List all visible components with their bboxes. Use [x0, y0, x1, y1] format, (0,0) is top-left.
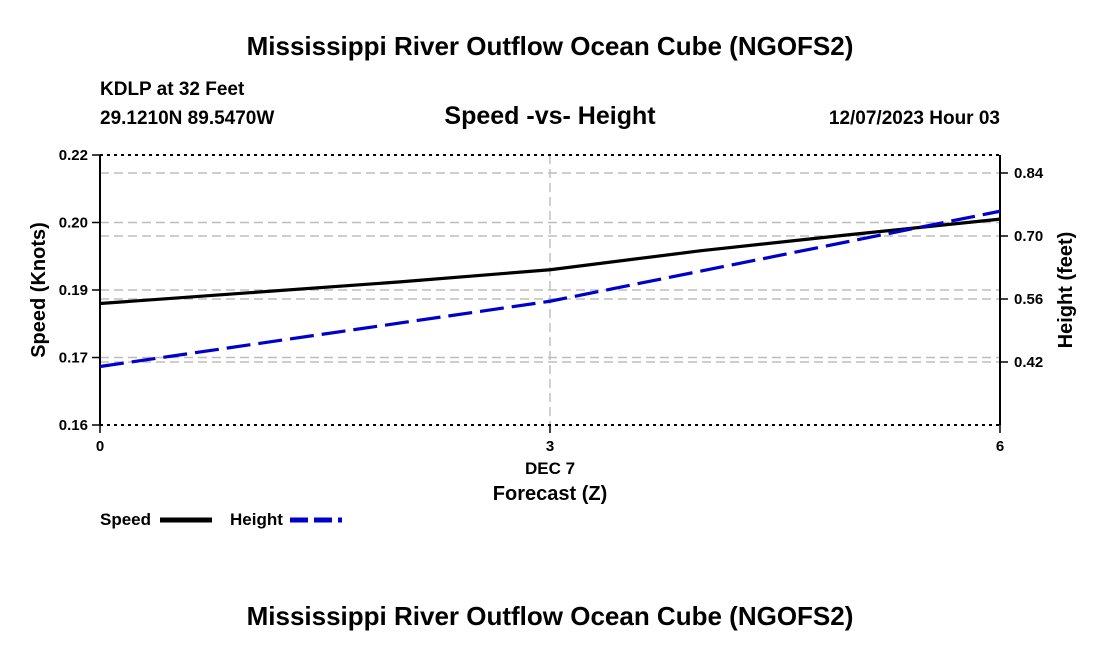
y-tick-label: 0.22 — [59, 147, 88, 164]
footer-title: Mississippi River Outflow Ocean Cube (NG… — [247, 601, 854, 631]
station-label: KDLP at 32 Feet — [100, 79, 245, 100]
y-tick-label: 0.20 — [59, 215, 88, 232]
legend-label-height: Height — [230, 510, 283, 529]
x-axis-date-label: DEC 7 — [525, 459, 575, 478]
y2-tick-label: 0.56 — [1014, 291, 1043, 308]
chart-title: Mississippi River Outflow Ocean Cube (NG… — [247, 31, 854, 61]
grid-layer — [100, 155, 1000, 425]
series-line-height — [99, 209, 1001, 369]
x-tick-label: 3 — [546, 438, 554, 455]
axis-ticks: 0.16 0.17 0.19 0.20 0.22 0.42 0.56 0.70 0.84 0 3 6 — [59, 147, 1044, 455]
y2-tick-label: 0.42 — [1014, 354, 1043, 371]
chart-subtitle: Speed -vs- Height — [444, 102, 656, 130]
y-tick-label: 0.19 — [59, 282, 88, 299]
x-axis-label: Forecast (Z) — [493, 483, 607, 505]
series-line-speed — [99, 217, 1001, 306]
y-tick-label: 0.16 — [59, 417, 88, 434]
x-tick-label: 6 — [996, 438, 1004, 455]
y-tick-label: 0.17 — [59, 350, 88, 367]
x-tick-label: 0 — [96, 438, 104, 455]
y2-axis-label: Height (feet) — [1055, 232, 1077, 349]
series-layer — [99, 209, 1001, 369]
location-label: 29.1210N 89.5470W — [100, 108, 274, 129]
timestamp-label: 12/07/2023 Hour 03 — [829, 108, 1000, 129]
legend-label-speed: Speed — [100, 510, 151, 529]
y-axis-label: Speed (Knots) — [28, 222, 50, 358]
y2-tick-label: 0.70 — [1014, 228, 1043, 245]
legend: Speed Height — [100, 510, 342, 529]
y2-tick-label: 0.84 — [1014, 165, 1044, 182]
